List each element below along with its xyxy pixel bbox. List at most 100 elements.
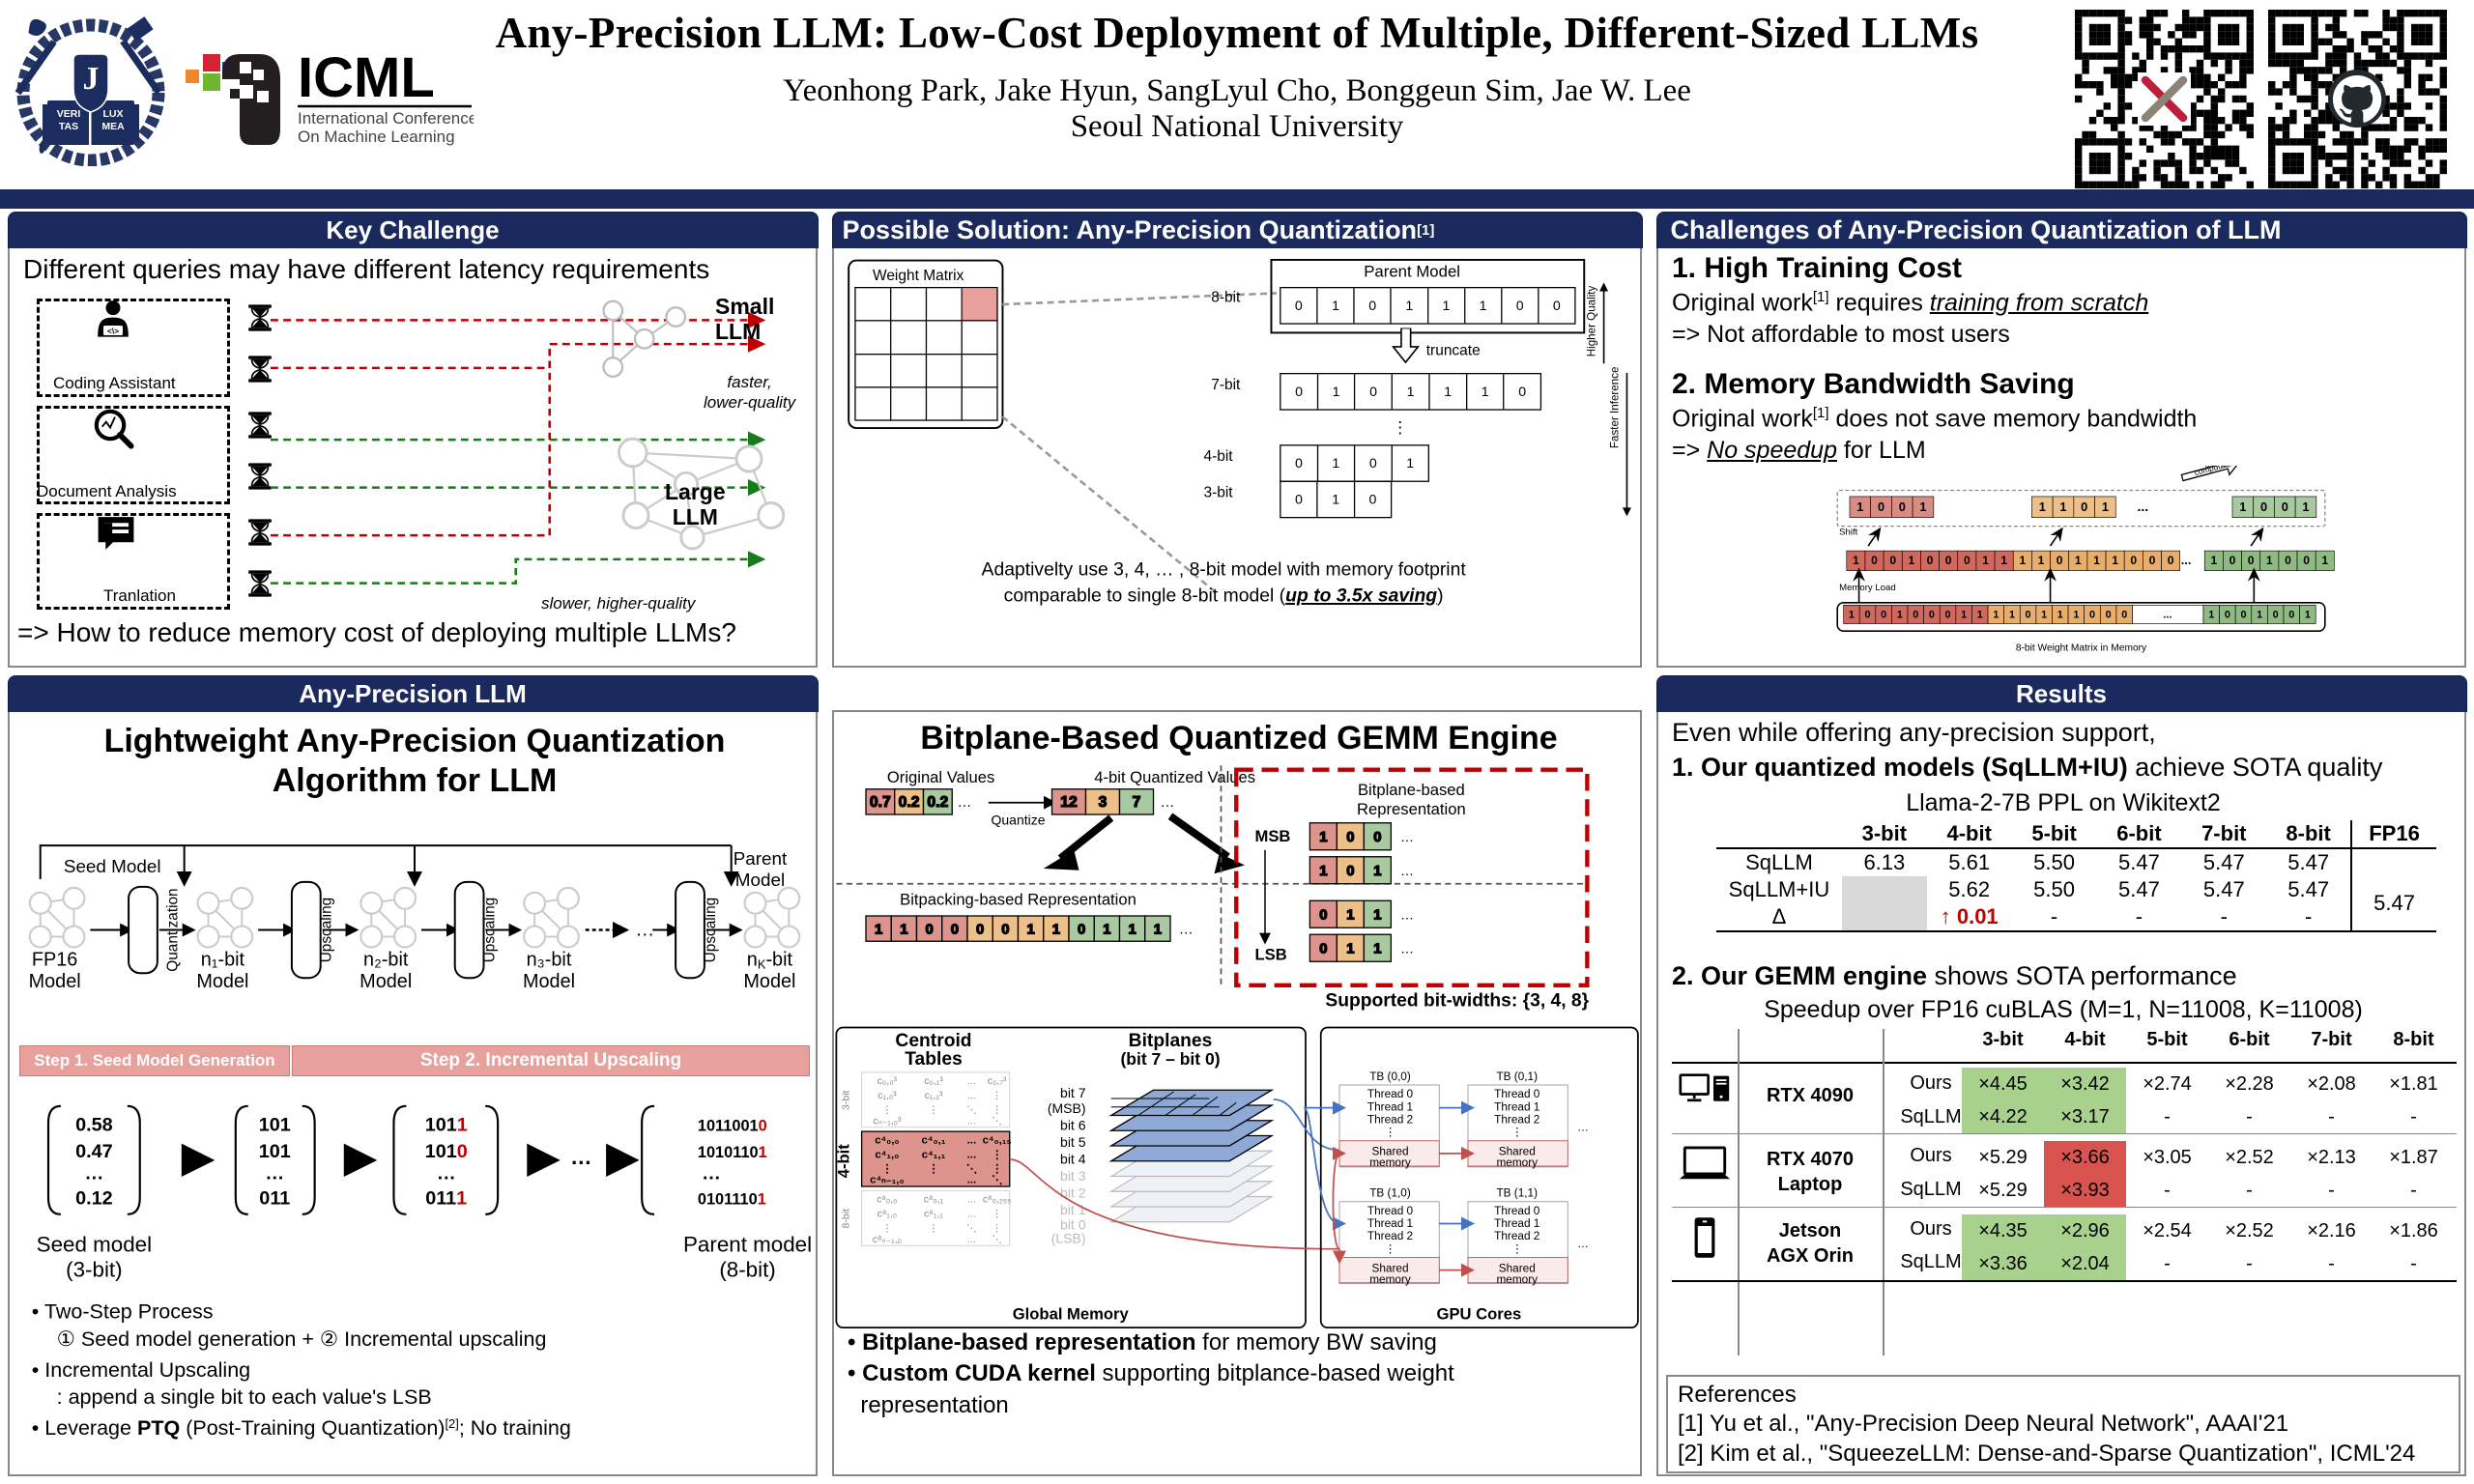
svg-text:0.47: 0.47 <box>75 1141 113 1162</box>
svg-text:⋮: ⋮ <box>881 1163 892 1175</box>
svg-text:TB (1,1): TB (1,1) <box>1496 1186 1538 1200</box>
svg-text:1: 1 <box>2059 499 2066 514</box>
svg-text:c⁸₀,₀: c⁸₀,₀ <box>877 1194 897 1206</box>
svg-text:Thread 2: Thread 2 <box>1367 1112 1413 1126</box>
svg-text:0: 0 <box>2260 499 2267 514</box>
svg-text:1: 1 <box>2112 554 2118 567</box>
svg-text:ICML: ICML <box>298 46 435 109</box>
svg-text:bit 6: bit 6 <box>1060 1117 1086 1132</box>
svg-text:Model: Model <box>735 870 785 890</box>
svg-text:Model: Model <box>29 971 81 992</box>
svg-text:1: 1 <box>2257 610 2262 621</box>
svg-text:...: ... <box>967 1175 976 1186</box>
svg-text:1: 1 <box>2266 554 2273 567</box>
svg-text:memory: memory <box>1496 1156 1538 1169</box>
svg-text:…: … <box>1400 863 1414 878</box>
svg-text:1: 1 <box>2000 554 2007 567</box>
svg-text:Shift: Shift <box>1839 528 1858 538</box>
svg-text:…: … <box>1161 795 1175 811</box>
svg-text:...: ... <box>967 1075 976 1087</box>
svg-text:n₂-bit: n₂-bit <box>363 949 409 970</box>
svg-text:0: 0 <box>1929 610 1935 621</box>
svg-text:Thread 1: Thread 1 <box>1367 1099 1413 1113</box>
svg-text:0: 0 <box>2089 610 2095 621</box>
svg-text:1: 1 <box>2039 499 2046 514</box>
svg-text:1: 1 <box>1856 499 1863 514</box>
svg-text:bit 1: bit 1 <box>1060 1202 1086 1217</box>
svg-text:0: 0 <box>2303 554 2310 567</box>
svg-text:c⁸ₙ₋₁,₀: c⁸ₙ₋₁,₀ <box>873 1234 902 1245</box>
svg-text:<\>: <\> <box>107 326 119 335</box>
svg-text:1: 1 <box>1961 610 1967 621</box>
svg-text:0: 0 <box>1889 554 1896 567</box>
svg-text:n₃-bit: n₃-bit <box>527 949 572 970</box>
svg-text:0: 0 <box>1001 922 1009 937</box>
svg-text:• Leverage PTQ (Post-Training: • Leverage PTQ (Post-Training Quantizati… <box>32 1416 571 1440</box>
svg-text:1: 1 <box>1919 499 1926 514</box>
svg-text:0: 0 <box>2121 610 2127 621</box>
svg-text:0: 0 <box>2106 610 2112 621</box>
svg-text:Tables: Tables <box>905 1049 963 1070</box>
svg-text:bit 5: bit 5 <box>1060 1134 1086 1150</box>
svg-text:0: 0 <box>2057 554 2063 567</box>
svg-text:c⁴₁,₀: c⁴₁,₀ <box>875 1149 899 1160</box>
svg-text:Thread 0: Thread 0 <box>1494 1204 1540 1217</box>
svg-text:1: 1 <box>900 922 907 937</box>
svg-text:⋮: ⋮ <box>992 1149 1002 1160</box>
svg-text:1: 1 <box>2009 610 2015 621</box>
svg-text:0: 0 <box>1346 830 1354 845</box>
svg-text:1: 1 <box>2239 499 2246 514</box>
svg-text:1: 1 <box>1346 908 1354 924</box>
svg-text:bit 4: bit 4 <box>1060 1151 1086 1166</box>
svg-text:Parent model: Parent model <box>683 1233 812 1257</box>
svg-text:1: 1 <box>1154 922 1162 937</box>
svg-text:⋮: ⋮ <box>882 1222 893 1234</box>
svg-text:Model: Model <box>743 971 795 992</box>
svg-text:0: 0 <box>1927 554 1934 567</box>
svg-text:0.12: 0.12 <box>75 1187 113 1209</box>
svg-text:c⁸₀,₂₅₅: c⁸₀,₂₅₅ <box>983 1194 1012 1206</box>
svg-text:101: 101 <box>259 1115 291 1136</box>
svg-text:1: 1 <box>1849 610 1855 621</box>
svg-text:bit 2: bit 2 <box>1060 1184 1086 1200</box>
svg-text:…: … <box>1400 829 1414 844</box>
svg-text:c⁴₀,₁₅: c⁴₀,₁₅ <box>983 1134 1012 1146</box>
svg-text:0: 0 <box>2282 499 2288 514</box>
svg-text:Seed Model: Seed Model <box>64 856 161 876</box>
svg-text:…: … <box>1577 1120 1589 1133</box>
svg-text:1010: 1010 <box>425 1141 468 1162</box>
svg-text:10110010: 10110010 <box>698 1118 767 1135</box>
svg-text:0: 0 <box>2288 610 2294 621</box>
svg-text:…: … <box>958 795 972 811</box>
svg-text:memory: memory <box>1369 1272 1411 1286</box>
svg-text:011: 011 <box>259 1187 290 1209</box>
svg-text:Supported bit-widths: {3, 4, 8: Supported bit-widths: {3, 4, 8} <box>1325 991 1589 1012</box>
svg-text:...: ... <box>967 1115 976 1127</box>
svg-text:...: ... <box>2138 499 2149 514</box>
svg-text:0: 0 <box>1945 610 1951 621</box>
svg-text:1: 1 <box>1373 864 1381 879</box>
svg-text:c⁸₀,₁: c⁸₀,₁ <box>924 1194 944 1206</box>
svg-text:⋮: ⋮ <box>928 1163 938 1175</box>
svg-text:• Incremental Upscaling: • Incremental Upscaling <box>32 1358 250 1382</box>
svg-text:8-bit Weight Matrix in Memory: 8-bit Weight Matrix in Memory <box>2016 643 2147 654</box>
svg-text:1: 1 <box>1853 554 1859 567</box>
svg-text:International Conference: International Conference <box>298 109 474 128</box>
svg-text:nK-bit: nK-bit <box>747 949 793 971</box>
svg-text:1: 1 <box>1908 554 1914 567</box>
svg-text:⋮: ⋮ <box>1511 1126 1523 1139</box>
svg-text:1: 1 <box>1026 922 1034 937</box>
svg-text:0.7: 0.7 <box>870 794 891 811</box>
svg-text:0: 0 <box>951 922 959 937</box>
svg-text:⋱: ⋱ <box>966 1104 977 1116</box>
svg-text:Global Memory: Global Memory <box>1013 1304 1130 1323</box>
svg-text:⋱: ⋱ <box>966 1163 977 1175</box>
svg-text:0: 0 <box>1319 908 1327 924</box>
svg-text:...: ... <box>2181 553 2192 567</box>
svg-text:c₁,₁³: c₁,₁³ <box>925 1090 943 1101</box>
svg-text:c₀,₁³: c₀,₁³ <box>924 1075 943 1087</box>
svg-text:Representation: Representation <box>1357 800 1466 818</box>
svg-text:Thread 0: Thread 0 <box>1367 1204 1414 1217</box>
svg-text:1: 1 <box>1373 908 1381 924</box>
svg-text:Memory Load: Memory Load <box>1839 583 1896 593</box>
